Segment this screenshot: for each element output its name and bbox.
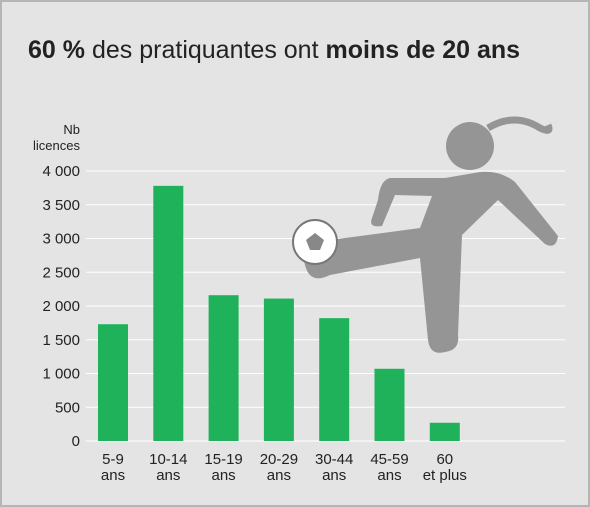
bars xyxy=(98,185,460,441)
bar xyxy=(98,324,128,441)
y-tick-label: 4 000 xyxy=(42,163,80,180)
x-tick-label: et plus xyxy=(423,467,467,484)
bar xyxy=(208,295,239,441)
y-axis-label: licences xyxy=(33,138,80,153)
y-tick-label: 2 500 xyxy=(42,264,80,281)
title-part: des pratiquantes ont xyxy=(92,36,319,64)
x-tick-label: 30-44 xyxy=(315,451,353,468)
y-tick-label: 0 xyxy=(72,433,80,450)
x-tick-label: 5-9 xyxy=(102,451,124,468)
title-part: 60 % xyxy=(28,36,85,64)
x-tick-label: ans xyxy=(377,467,401,484)
ball xyxy=(292,219,338,265)
player-illustration xyxy=(304,116,558,353)
ball-patch xyxy=(306,233,324,250)
x-tick-label: ans xyxy=(267,467,291,484)
y-axis-label: Nb xyxy=(63,122,80,137)
y-tick-label: 3 500 xyxy=(42,197,80,214)
bar xyxy=(319,318,350,441)
x-tick-label: 20-29 xyxy=(260,451,298,468)
x-tick-label: ans xyxy=(212,467,236,484)
x-tick-label: 45-59 xyxy=(370,451,408,468)
head xyxy=(446,122,494,170)
y-tick-label: 1 000 xyxy=(42,366,80,383)
ponytail xyxy=(486,116,553,134)
bar xyxy=(263,298,294,441)
y-tick-label: 1 500 xyxy=(42,332,80,349)
bar xyxy=(153,185,184,441)
x-tick-label: ans xyxy=(322,467,346,484)
bar xyxy=(374,368,405,441)
x-tick-label: 10-14 xyxy=(149,451,187,468)
body xyxy=(304,171,558,353)
chart-title: 60 % des pratiquantes ont moins de 20 ans xyxy=(28,36,520,64)
x-tick-label: 60 xyxy=(436,451,453,468)
x-tick-label: ans xyxy=(156,467,180,484)
y-tick-label: 2 000 xyxy=(42,298,80,315)
y-tick-label: 500 xyxy=(55,399,80,416)
x-tick-label: ans xyxy=(101,467,125,484)
y-tick-label: 3 000 xyxy=(42,231,80,248)
x-tick-label: 15-19 xyxy=(204,451,242,468)
title-part: moins de 20 ans xyxy=(326,36,521,64)
bar xyxy=(429,422,460,441)
